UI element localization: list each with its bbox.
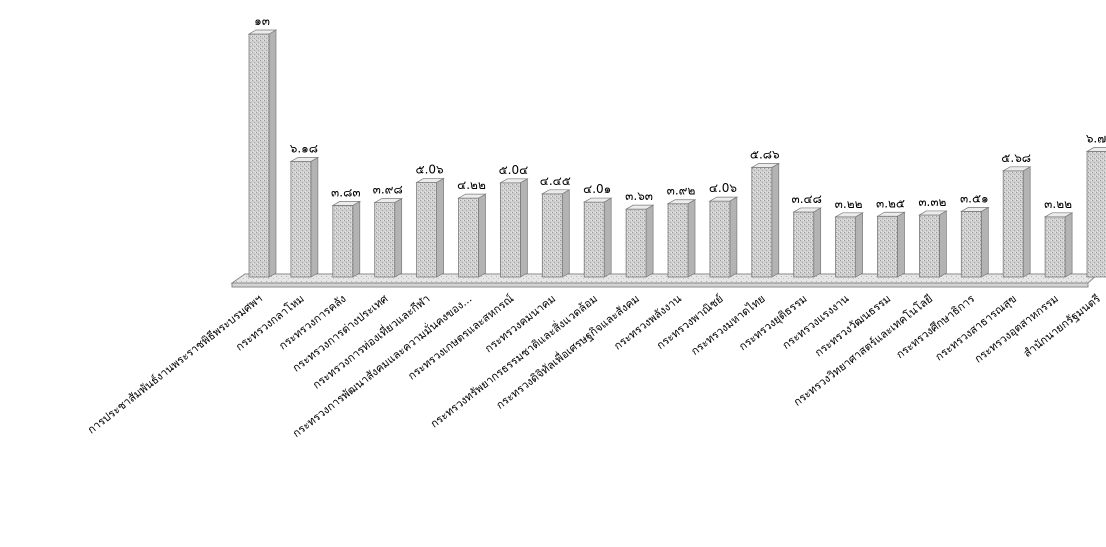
bar (918, 210, 948, 278)
category-label: กระทรวงคมนาคม (482, 292, 558, 355)
value-label: ๕.0๔ (499, 163, 529, 177)
bar (1085, 147, 1106, 278)
bar (1043, 212, 1074, 278)
bar (1001, 166, 1032, 278)
value-label: ๔.๒๒ (457, 178, 486, 192)
value-label: ๕.๖๘ (1001, 151, 1031, 165)
value-label: ๓.๖๓ (625, 189, 653, 203)
bar (415, 177, 445, 278)
bar (750, 162, 781, 278)
value-label: ๔.๔๕ (540, 174, 571, 188)
value-label: ๓.๒๒ (1044, 197, 1072, 211)
bar (666, 199, 697, 278)
value-label: ๓.๒๒ (835, 197, 863, 211)
value-label: ๖.๑๘ (290, 141, 318, 155)
bar (331, 200, 362, 278)
bar (457, 193, 487, 278)
category-label: กระทรวงมหาดไทย (689, 292, 768, 358)
bar (792, 207, 823, 278)
value-label: ๖.๗๒ (1086, 131, 1106, 145)
value-label: ๓.๙๒ (667, 184, 696, 198)
bar (708, 196, 739, 278)
category-label: สำนักนายกรัฐมนตรี (1021, 292, 1103, 360)
value-label: ๔.0๑ (583, 182, 611, 196)
value-label: ๓.๔๘ (792, 192, 822, 206)
bar (540, 189, 571, 278)
value-label: ๓.๓๒ (918, 195, 946, 209)
bar (289, 156, 320, 278)
bar (834, 212, 864, 278)
category-label: กระทรวงกลาโหม (233, 291, 307, 353)
value-label: ๓.๒๕ (876, 196, 905, 210)
value-label: ๑๓ (254, 14, 270, 28)
value-label: ๕.0๖ (416, 162, 444, 176)
bar (499, 178, 529, 278)
value-label: ๓.๘๓ (331, 185, 360, 199)
value-label: ๔.0๖ (709, 181, 737, 195)
value-labels-group: ๑๓๖.๑๘๓.๘๓ ๓.๙๘๕.0๖๔.๒๒๕.0๔๔.๔๕๔.0๑๓.๖๓ ๓.… (254, 14, 1106, 211)
category-labels-group: การประชาสัมพันธ์งานพระราชพิธีพระบรมศพฯกร… (85, 291, 1103, 441)
floor-front (231, 282, 1089, 288)
bar (624, 204, 655, 278)
value-label: ๓.๕๑ (960, 191, 989, 205)
bars-group (247, 29, 1106, 278)
bar (876, 211, 906, 278)
value-label: ๓.๙๘ (373, 183, 403, 197)
bar (959, 206, 990, 278)
bar (247, 29, 278, 278)
value-label: ๕.๘๖ (750, 147, 780, 161)
category-label: การประชาสัมพันธ์งานพระราชพิธีพระบรมศพฯ (85, 292, 265, 436)
bar (373, 198, 404, 278)
bar (582, 197, 613, 278)
